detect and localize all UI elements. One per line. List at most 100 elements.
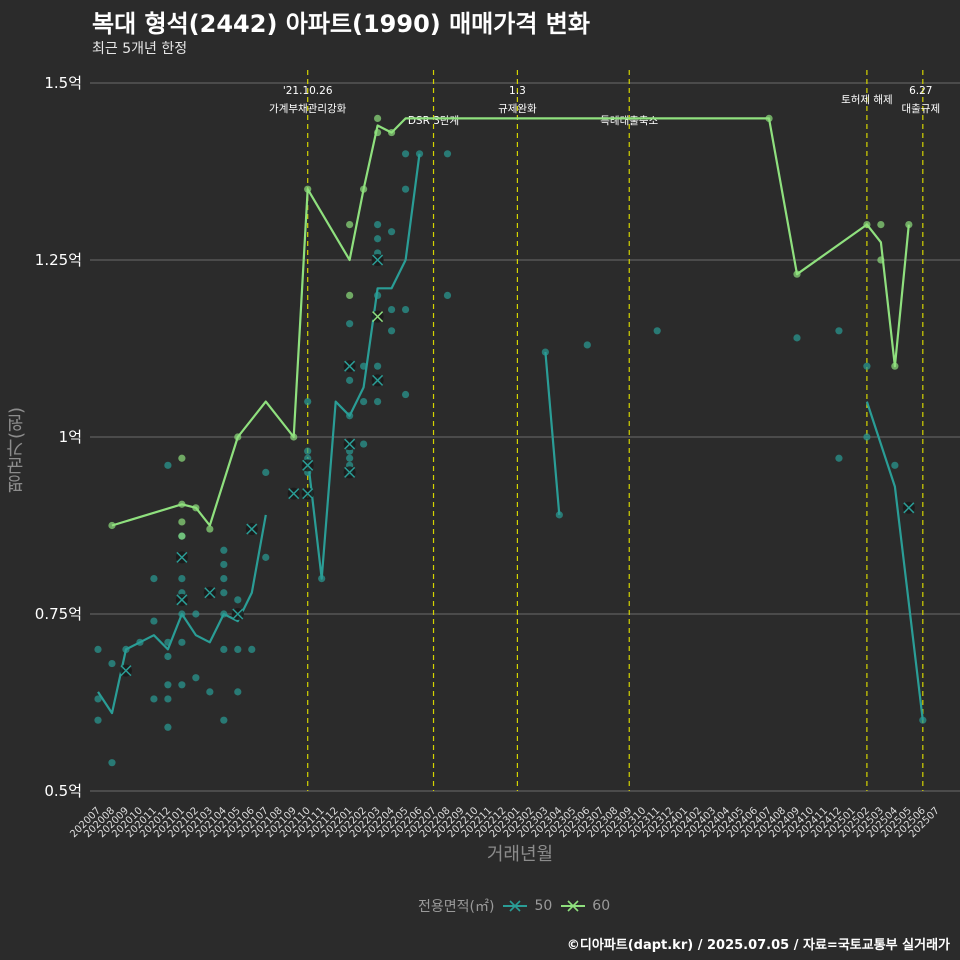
data-point-60-9 [304,185,312,193]
data-point-60-4 [178,532,186,540]
data-point-50-53 [374,221,382,229]
data-point-60-21 [891,362,899,370]
x-axis-label: 거래년월 [486,844,554,865]
data-point-60-16 [765,114,773,122]
avg-marker-50-0 [119,664,132,677]
data-point-50-2 [94,695,102,703]
data-point-50-21 [178,681,186,689]
x-axis-ticks: 2020072020082020092020102020112020122021… [68,805,942,840]
data-point-50-69 [443,291,452,299]
data-point-50-33 [234,645,242,654]
legend-label-50: 50 [534,898,553,914]
data-point-50-25 [220,546,228,554]
data-point-50-5 [122,645,130,654]
avg-marker-cross [232,608,244,620]
avg-marker-50-2 [175,593,188,606]
data-point-50-68 [443,150,452,158]
data-point-50-12 [164,652,172,661]
y-tick-label-4: 1.5억 [44,74,82,92]
avg-marker-50-13 [371,374,384,387]
data-point-50-13 [164,681,172,689]
data-point-50-26 [220,560,228,569]
avg-marker-cross [288,488,300,500]
event-label-2-0: 1.3 [509,85,526,97]
data-point-50-36 [262,468,270,476]
data-point-50-34 [234,688,242,696]
data-point-50-54 [374,235,382,243]
avg-marker-cross [204,587,216,599]
data-point-50-7 [150,575,158,583]
data-point-50-42 [318,575,326,583]
data-point-60-18 [863,221,871,229]
data-point-60-5 [192,504,200,512]
data-point-50-43 [346,320,354,328]
data-point-50-78 [863,433,871,441]
data-point-50-50 [360,362,368,370]
data-point-60-3 [178,518,186,526]
y-tick-label-3: 1.25억 [35,251,82,269]
legend-title: 전용면적(㎡) [418,899,495,915]
data-point-50-67 [415,150,424,158]
data-point-50-66 [401,390,410,399]
event-label-5-0: 6.27 [909,85,932,97]
event-label-5-1: 대출규제 [901,103,940,115]
avg-marker-cross [176,594,188,606]
data-point-50-4 [108,759,116,767]
avg-marker-cross [246,523,258,535]
data-point-50-73 [653,327,661,335]
data-point-50-6 [136,638,144,646]
event-label-0-0: '21.10.26 [283,85,333,97]
data-point-50-62 [387,327,396,335]
data-point-50-24 [206,688,214,696]
data-point-50-17 [178,575,186,583]
data-point-50-28 [220,589,228,597]
data-point-50-3 [108,659,116,668]
event-label-4-0: 토허제 해제 [841,93,893,106]
data-point-50-71 [555,511,563,519]
legend-label-60: 60 [592,898,611,914]
data-point-50-51 [360,398,368,406]
avg-marker-cross [176,551,188,563]
data-point-50-74 [793,334,801,342]
data-point-50-45 [346,412,354,420]
avg-marker-cross [372,254,384,266]
data-point-50-31 [220,716,228,724]
data-point-60-2 [178,500,186,508]
data-point-60-19 [877,221,885,229]
data-point-50-1 [94,716,102,724]
avg-marker-50-12 [371,254,384,266]
data-point-50-30 [220,645,228,654]
legend-item-50: 50 [502,898,552,914]
event-label-2-1: 규제완화 [498,102,537,115]
y-tick-label-0: 0.5억 [44,782,82,800]
data-point-50-61 [387,305,396,314]
data-point-60-6 [206,525,214,533]
event-label-0-1: 가계부채관리강화 [269,103,347,115]
data-point-60-20 [877,256,885,264]
data-point-50-32 [234,596,242,604]
data-point-60-15 [387,128,396,137]
data-point-50-70 [541,348,549,356]
legend: 전용면적(㎡) 50 60 [418,896,610,916]
data-point-50-39 [304,447,312,455]
data-point-50-79 [891,461,899,469]
avg-marker-cross [344,466,356,478]
data-point-60-8 [290,433,298,441]
data-point-50-11 [164,638,172,646]
y-axis-label: 평균가(원) [6,406,27,494]
data-point-50-19 [178,610,186,618]
data-point-60-0 [108,521,116,530]
avg-marker-cross [344,438,356,450]
avg-marker-50-10 [343,438,356,451]
data-point-50-52 [360,440,368,448]
data-point-50-56 [374,291,382,299]
data-point-60-14 [374,128,382,137]
data-point-50-60 [387,228,396,236]
avg-marker-50-11 [343,466,356,479]
avg-marker-cross [302,488,314,500]
data-point-60-1 [178,454,186,462]
grid-lines [90,82,960,792]
data-point-60-12 [360,185,368,193]
